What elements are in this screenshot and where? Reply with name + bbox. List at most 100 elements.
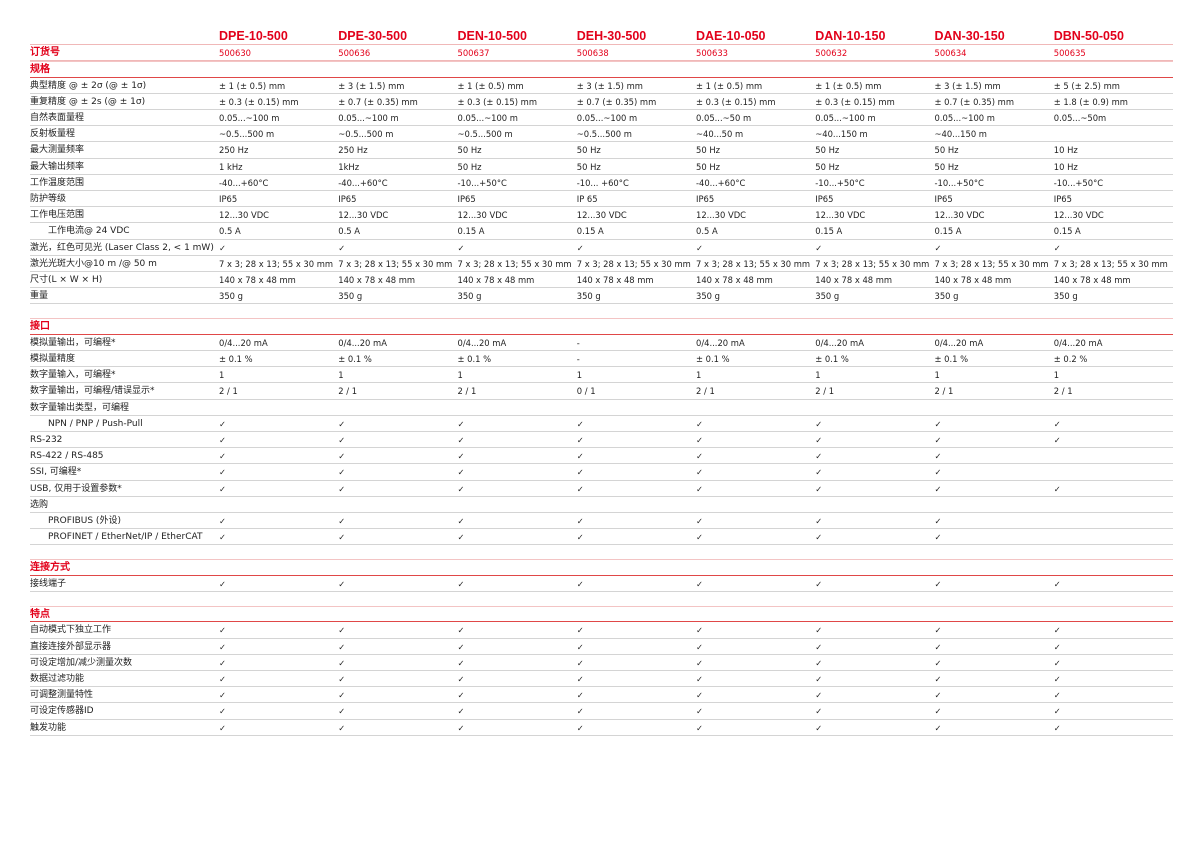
cell-value: ~0.5...500 m [457,129,513,140]
check-icon: ✓ [338,532,346,543]
cell-value: 0.05...~100 m [815,113,876,124]
row-label: 典型精度 @ ± 2σ (@ ± 1σ) [30,80,147,91]
check-icon: ✓ [576,467,584,478]
check-icon: ✓ [219,467,227,478]
table-row: 数字量输出，可编程/错误显示* 2 / 1 2 / 1 2 / 1 0 / 1 2 / 1… [30,383,1173,400]
cell-value: 350 g [1053,291,1078,302]
section-gap [30,304,1173,318]
check-icon: ✓ [219,674,227,684]
cell-value: 50 Hz [696,145,721,156]
cell-value: 50 Hz [696,161,721,172]
check-icon: ✓ [934,690,942,701]
check-icon: ✓ [1053,706,1061,717]
cell-value [338,400,457,415]
check-icon: ✓ [576,532,584,543]
check-icon: ✓ [219,483,227,494]
check-icon: ✓ [457,625,465,636]
cell-value: ± 0.1 % [815,354,849,364]
check-icon: ✓ [1053,674,1061,684]
row-label: 直接连接外部显示器 [30,641,112,652]
cell-value: 12...30 VDC [457,210,508,221]
cell-value: 0/4...20 mA [219,337,268,348]
order-number: 500635 [1053,48,1086,58]
row-label: 自然表面量程 [30,113,85,124]
check-icon: ✓ [696,467,704,478]
check-icon: ✓ [576,674,584,684]
model-header-row: DPE-10-500 DPE-30-500 DEN-10-500 DEH-30-500… [30,28,1173,45]
row-label: 防护等级 [30,194,67,204]
cell-value: ± 0.1 % [934,354,969,364]
row-label: RS-422 / RS-485 [30,451,104,462]
cell-value: 12...30 VDC [338,210,389,221]
check-icon: ✓ [696,418,704,429]
row-label: SSI, 可编程* [30,467,82,478]
check-icon: ✓ [457,657,465,668]
row-label: 重复精度 @ ± 2s (@ ± 1σ) [30,96,146,107]
section-header: 连接方式 [30,559,1173,576]
cell-value: ~40...150 m [934,129,987,140]
cell-value: 50 Hz [576,145,601,156]
check-icon: ✓ [576,515,584,526]
cell-value: 10 Hz [1053,161,1078,172]
check-icon: ✓ [576,242,584,253]
check-icon: ✓ [934,532,942,543]
order-number-row: 订货号 500630 500636 500637 500638 500633 500632 5… [30,45,1173,62]
order-number: 500636 [338,48,371,58]
cell-value: IP65 [934,194,953,204]
cell-value: ± 0.1 % [696,354,730,364]
check-icon: ✓ [219,625,227,636]
check-icon: ✓ [696,690,704,701]
check-icon: ✓ [338,578,346,589]
table-row: 触发功能 ✓ ✓ ✓ ✓ ✓ ✓ ✓ ✓ [30,720,1173,736]
check-icon: ✓ [219,657,227,668]
cell-value [696,497,815,512]
check-icon: ✓ [696,532,704,543]
cell-value: ± 0.3 (± 0.15) mm [696,96,776,107]
check-icon: ✓ [576,434,584,445]
row-label: 数字量输出，可编程/错误显示* [30,386,155,397]
cell-value: 7 x 3; 28 x 13; 55 x 30 mm [815,258,930,269]
cell-value: 140 x 78 x 48 mm [1053,274,1131,285]
check-icon: ✓ [934,657,942,668]
table-row: USB, 仅用于设置参数* ✓ ✓ ✓ ✓ ✓ ✓ ✓ ✓ [30,481,1173,497]
table-row: 数字量输出类型，可编程 [30,400,1173,416]
cell-value: ± 0.1 % [457,354,492,364]
table-row: 激光光斑大小@10 m /@ 50 m 7 x 3; 28 x 13; 55 x … [30,256,1173,272]
section-title: 接口 [30,321,50,333]
table-row: 最大测量频率 250 Hz 250 Hz 50 Hz 50 Hz 50 Hz 50 Hz 50… [30,142,1173,159]
cell-value: ± 3 (± 1.5) mm [338,80,405,91]
check-icon: ✓ [815,625,823,636]
table-row: NPN / PNP / Push-Pull ✓ ✓ ✓ ✓ ✓ ✓ ✓ ✓ [30,416,1173,432]
cell-value: -10...+50°C [815,177,865,188]
row-label: 可设定传感器ID [30,706,94,717]
check-icon: ✓ [696,625,704,636]
cell-value: 12...30 VDC [576,210,627,221]
check-icon: ✓ [696,722,704,733]
cell-value: 0/4...20 mA [457,337,507,348]
row-label: 尺寸(L × W × H) [30,274,103,285]
row-label: 最大输出频率 [30,161,85,172]
row-label: NPN / PNP / Push-Pull [48,418,143,429]
check-icon: ✓ [338,451,346,462]
cell-value: 0/4...20 mA [1053,337,1103,348]
check-icon: ✓ [934,434,942,445]
check-icon: ✓ [338,674,346,684]
row-label: PROFINET / EtherNet/IP / EtherCAT [48,532,203,543]
row-label: PROFIBUS (外设) [48,515,121,526]
check-icon: ✓ [815,657,823,668]
cell-value: ± 0.7 (± 0.35) mm [338,96,418,107]
table-row: 重复精度 @ ± 2s (@ ± 1σ) ± 0.3 (± 0.15) mm ± 0… [30,94,1173,111]
cell-value: 0.05...~50m [1053,113,1107,124]
cell-value: IP65 [338,194,357,204]
order-number: 500637 [457,48,490,58]
cell-value [577,400,696,415]
cell-value: ± 3 (± 1.5) mm [934,80,1001,91]
cell-value: ± 5 (± 2.5) mm [1053,80,1120,91]
table-row: 可设定传感器ID ✓ ✓ ✓ ✓ ✓ ✓ ✓ ✓ [30,703,1173,720]
check-icon: ✓ [815,515,823,526]
check-icon: ✓ [1053,722,1061,733]
check-icon: ✓ [815,578,823,589]
check-icon: ✓ [815,242,823,253]
check-icon: ✓ [338,625,346,636]
cell-value: 0.15 A [457,226,485,237]
